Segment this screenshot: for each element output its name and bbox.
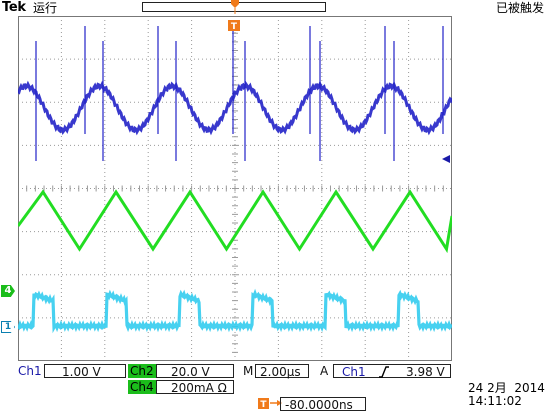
trigger-source: Ch1 xyxy=(342,365,366,379)
date-year: 2014 xyxy=(514,381,545,395)
record-position-bar[interactable] xyxy=(142,0,326,14)
trigger-mode-label: A xyxy=(320,364,329,378)
date-day-month: 24 2月 xyxy=(468,381,507,395)
timebase-value: 2.00µs xyxy=(260,365,301,379)
svg-text:T: T xyxy=(231,22,238,32)
waveform-graticule xyxy=(18,16,452,361)
timebase-box[interactable]: 2.00µs xyxy=(255,364,309,379)
ch2-trace xyxy=(18,189,452,254)
trigger-offset-value: -80.0000ns xyxy=(285,398,353,412)
ch2-label: Ch2 xyxy=(128,364,156,378)
ch4-scale-box[interactable]: 200mA Ω xyxy=(156,380,234,395)
ch2-scale-box[interactable]: 20.0 V xyxy=(156,364,234,379)
rising-edge-icon xyxy=(379,366,389,378)
trigger-offset-box[interactable]: -80.0000ns xyxy=(280,397,366,412)
waveform-display[interactable] xyxy=(18,16,452,361)
ch4-label: Ch4 xyxy=(128,380,156,394)
trigger-readout-box[interactable]: Ch1 3.98 V xyxy=(333,364,451,379)
ch4-trace xyxy=(18,288,452,334)
date-time-display: 24 2月 2014 14:11:02 xyxy=(468,382,550,408)
trigger-level-arrow-icon xyxy=(442,155,450,163)
ch1-ground-marker[interactable]: 1 xyxy=(1,321,15,333)
ch1-scale-box[interactable]: 1.00 V xyxy=(44,364,126,379)
trigger-level: 3.98 V xyxy=(406,365,445,379)
brand-logo: Tek xyxy=(2,0,26,15)
screen-border xyxy=(18,16,452,361)
run-state-label: 运行 xyxy=(33,1,58,15)
trigger-position-icon xyxy=(231,0,239,14)
trigger-position-arrow-icon: T xyxy=(258,398,282,410)
ch4-scale-value: 200mA Ω xyxy=(171,381,227,395)
ch4-ground-marker[interactable]: 4 xyxy=(1,285,15,297)
ch1-trace xyxy=(18,80,452,136)
top-status-bar: Tek 运行 已被触发 xyxy=(0,0,550,16)
svg-text:T: T xyxy=(260,400,267,410)
timebase-label: M xyxy=(243,364,254,378)
time-value: 14:11:02 xyxy=(468,394,522,408)
trigger-status-label: 已被触发 xyxy=(495,1,544,15)
ch2-scale-value: 20.0 V xyxy=(171,365,210,379)
ch1-scale-value: 1.00 V xyxy=(62,365,101,379)
trigger-time-marker-icon: T xyxy=(228,20,240,32)
ch1-label: Ch1 xyxy=(18,364,42,378)
